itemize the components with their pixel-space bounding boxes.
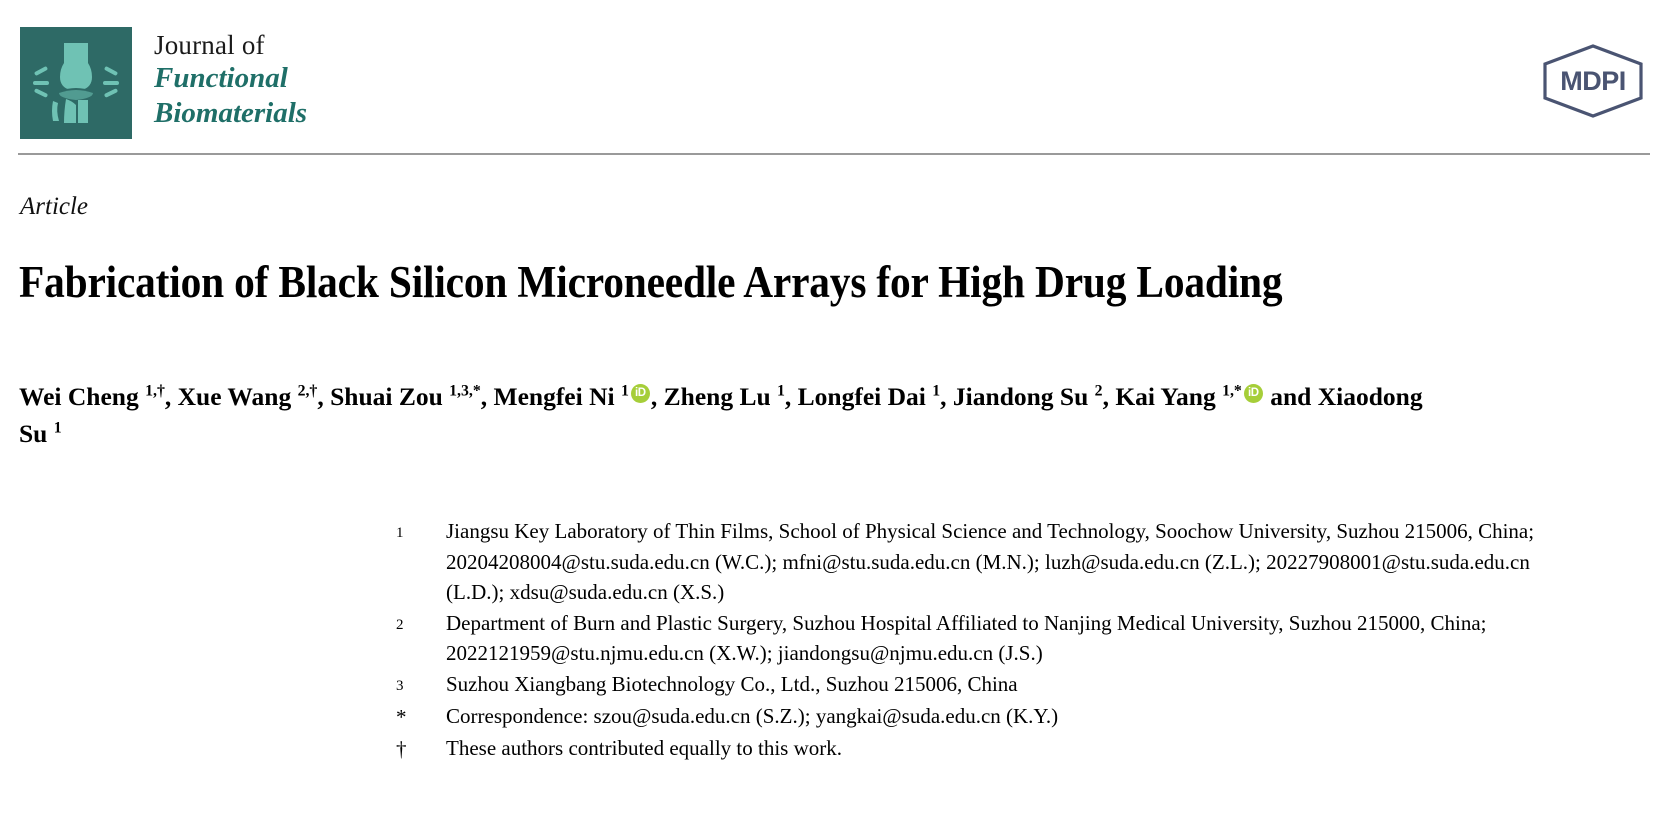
journal-logo xyxy=(20,27,132,139)
author-affiliation-marker: 1 xyxy=(53,419,62,437)
article-type-label: Article xyxy=(20,193,89,220)
author-name: Xiaodong Su xyxy=(19,382,1423,448)
affiliation-row: 3 Suzhou Xiangbang Biotechnology Co., Ltd… xyxy=(396,669,1576,702)
knee-joint-icon xyxy=(33,43,119,123)
author-name: Zheng Lu xyxy=(663,382,778,411)
affiliation-marker: 1 xyxy=(396,525,404,541)
affiliation-row: 2 Department of Burn and Plastic Surgery,… xyxy=(396,608,1576,669)
journal-title: Journal of Functional Biomaterials xyxy=(154,27,307,131)
author-separator: , xyxy=(480,382,494,411)
author-name: Jiandong Su xyxy=(952,382,1095,411)
affiliation-text: These authors contributed equally to thi… xyxy=(446,735,842,760)
author-affiliation-marker: 1 xyxy=(777,382,785,400)
author-affiliation-marker: 1 xyxy=(932,382,941,400)
affiliation-text: Jiangsu Key Laboratory of Thin Films, Sc… xyxy=(446,519,1535,604)
author-affiliation-marker: 2,† xyxy=(297,382,318,400)
author-separator: , xyxy=(164,382,178,411)
affiliation-marker: 3 xyxy=(396,677,404,694)
page-header: Journal of Functional Biomaterials MDPI xyxy=(0,0,1667,160)
author-list: Wei Cheng 1,†, Xue Wang 2,†, Shuai Zou 1… xyxy=(19,378,1449,452)
mdpi-logo: MDPI xyxy=(1537,44,1649,118)
orcid-icon[interactable] xyxy=(630,384,650,403)
author-name: Mengfei Ni xyxy=(493,382,621,411)
journal-title-line-3: Biomaterials xyxy=(154,97,308,129)
orcid-icon[interactable] xyxy=(1243,384,1263,403)
author-name: Kai Yang xyxy=(1115,382,1223,411)
affiliation-text: Department of Burn and Plastic Surgery, … xyxy=(446,610,1487,666)
author-affiliation-marker: 1,† xyxy=(145,382,165,400)
author-separator: , xyxy=(940,382,953,411)
author-affiliation-marker: 2 xyxy=(1094,382,1103,400)
author-name: Shuai Zou xyxy=(330,382,450,411)
author-separator: , xyxy=(650,382,664,411)
author-affiliation-marker: 1,3,* xyxy=(449,382,481,400)
author-separator: , xyxy=(784,382,798,411)
author-name: Xue Wang xyxy=(177,382,298,411)
author-separator: , xyxy=(1102,382,1116,411)
affiliation-marker: * xyxy=(396,705,407,729)
mdpi-hexagon-icon: MDPI xyxy=(1543,44,1643,118)
affiliation-row: 1 Jiangsu Key Laboratory of Thin Films, S… xyxy=(396,516,1576,608)
affiliation-text: Suzhou Xiangbang Biotechnology Co., Ltd.… xyxy=(446,671,1018,696)
affiliation-row: † These authors contributed equally to th… xyxy=(396,733,1576,765)
header-divider xyxy=(18,153,1650,155)
journal-title-line-2: Functional xyxy=(154,62,288,94)
journal-title-line-1: Journal of xyxy=(154,30,265,60)
mdpi-wordmark: MDPI xyxy=(1560,66,1626,96)
affiliation-text: Correspondence: szou@suda.edu.cn (S.Z.);… xyxy=(446,704,1059,728)
affiliation-row: * Correspondence: szou@suda.edu.cn (S.Z.)… xyxy=(396,701,1576,733)
author-separator: , xyxy=(317,382,331,411)
author-affiliation-marker: 1 xyxy=(620,382,629,400)
affiliation-marker: † xyxy=(396,736,407,761)
author-affiliation-marker: 1,* xyxy=(1222,382,1242,400)
journal-branding: Journal of Functional Biomaterials xyxy=(20,27,307,139)
author-name: Longfei Dai xyxy=(797,382,933,411)
page-title: Fabrication of Black Silicon Microneedle… xyxy=(19,257,1283,308)
affiliation-list: 1 Jiangsu Key Laboratory of Thin Films, S… xyxy=(396,516,1576,764)
author-name: Wei Cheng xyxy=(19,382,146,411)
author-separator: and xyxy=(1263,382,1318,411)
affiliation-marker: 2 xyxy=(396,616,404,633)
